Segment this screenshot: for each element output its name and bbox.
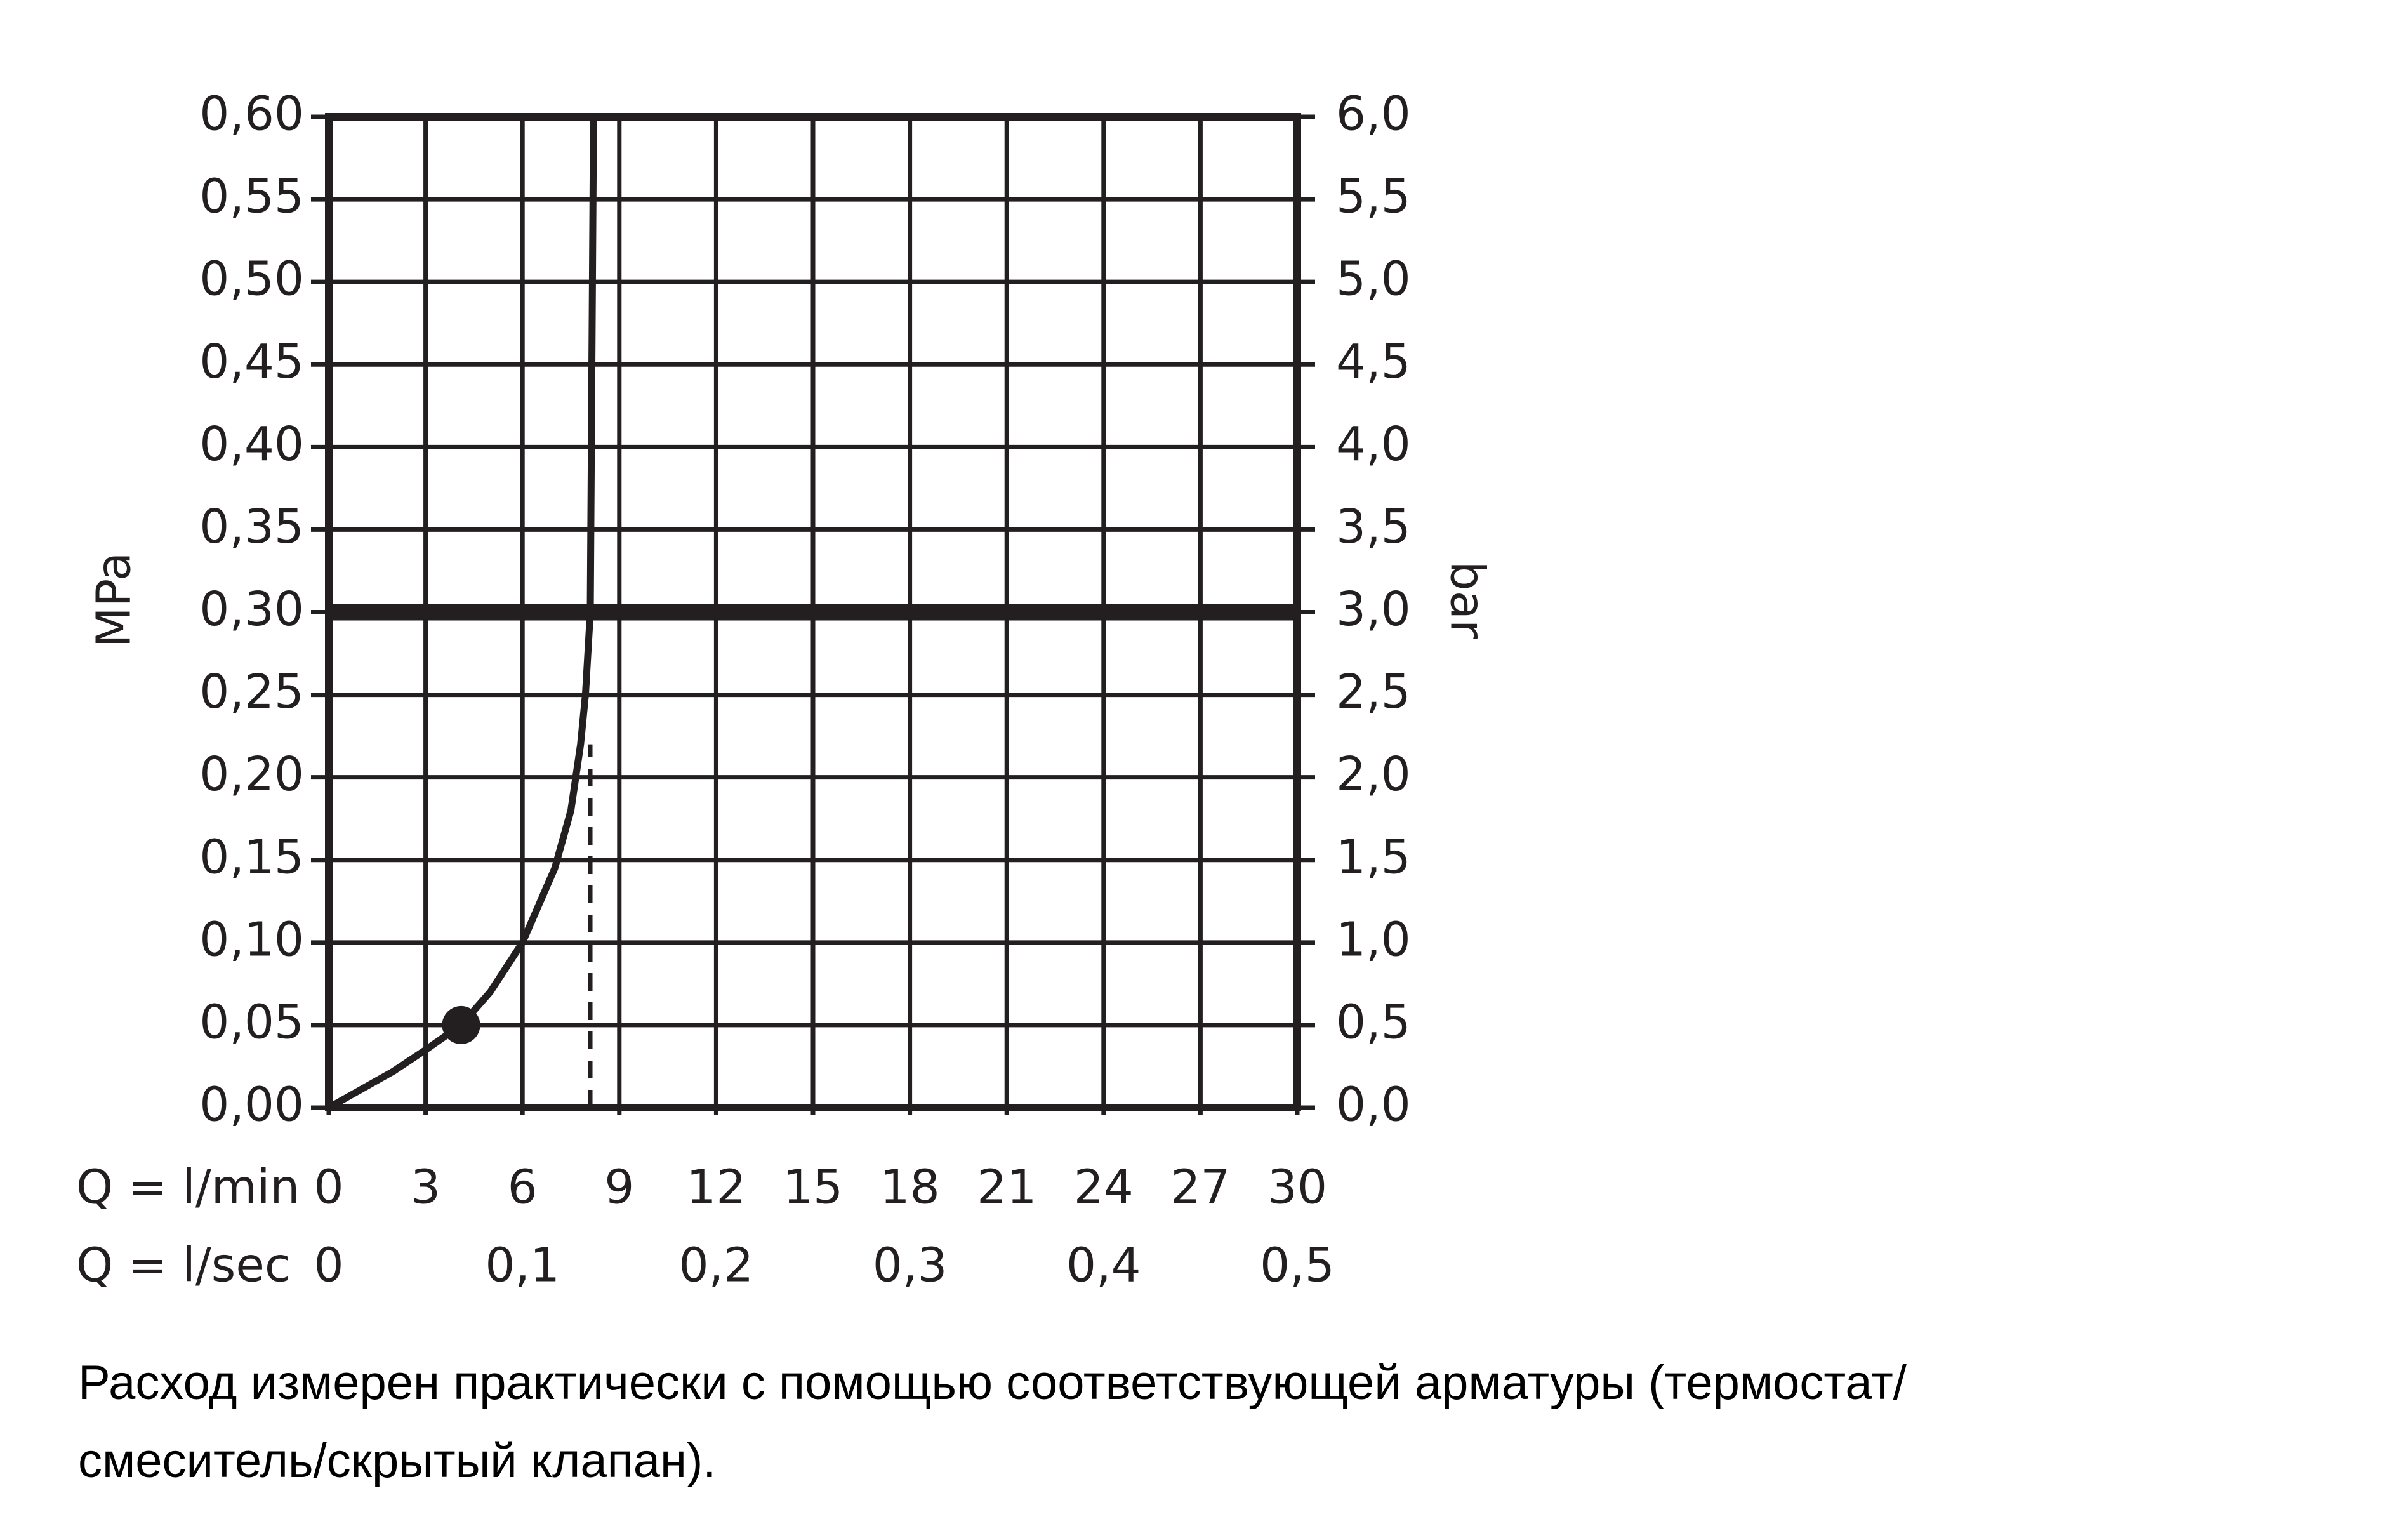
x2-tick-label: 0,2 [679, 1238, 754, 1293]
x-tick-label: 3 [411, 1160, 440, 1215]
x-tick-label: 18 [880, 1160, 940, 1215]
x-tick-label: 6 [508, 1160, 538, 1215]
x2-tick-label: 0 [314, 1238, 343, 1293]
x-tick-label: 30 [1267, 1160, 1327, 1215]
x2-tick-label: 0,1 [485, 1238, 560, 1293]
x-tick-label: 24 [1074, 1160, 1134, 1215]
y2-tick-label: 1,5 [1336, 830, 1411, 884]
y2-tick-label: 1,0 [1336, 912, 1411, 967]
y-tick-label: 0,35 [199, 500, 304, 554]
y2-tick-label: 3,0 [1336, 582, 1411, 637]
y2-tick-label: 5,5 [1336, 169, 1411, 224]
y2-axis-label: bar [1439, 561, 1494, 639]
y-tick-label: 0,30 [199, 582, 304, 637]
footnote: Расход измерен практически с помощью соо… [78, 1356, 1907, 1410]
y-tick-label: 0,15 [199, 830, 304, 884]
y2-tick-label: 0,5 [1336, 995, 1411, 1049]
x-axis-label: Q = l/min [76, 1160, 300, 1215]
y-tick-label: 0,45 [199, 335, 304, 389]
y2-tick-label: 2,0 [1336, 747, 1411, 802]
point-marker [442, 1005, 480, 1044]
x2-tick-label: 0,5 [1260, 1238, 1335, 1293]
y-axis-label: MPa [87, 552, 142, 648]
x2-tick-label: 0,3 [873, 1238, 948, 1293]
y-tick-label: 0,00 [199, 1078, 304, 1132]
x-tick-label: 15 [783, 1160, 843, 1215]
y-tick-label: 0,25 [199, 665, 304, 719]
x-tick-label: 12 [686, 1160, 746, 1215]
y2-tick-label: 3,5 [1336, 500, 1411, 554]
y2-tick-label: 4,5 [1336, 335, 1411, 389]
x-tick-label: 9 [604, 1160, 634, 1215]
y-tick-label: 0,55 [199, 169, 304, 224]
x-tick-label: 27 [1170, 1160, 1230, 1215]
y-tick-label: 0,50 [199, 252, 304, 307]
curve [327, 116, 597, 1111]
x-tick-label: 0 [314, 1160, 343, 1215]
y-tick-label: 0,40 [199, 417, 304, 472]
y2-tick-label: 6,0 [1336, 87, 1411, 142]
y-tick-label: 0,60 [199, 87, 304, 142]
y-tick-label: 0,20 [199, 747, 304, 802]
x-tick-label: 21 [977, 1160, 1036, 1215]
x2-axis-label: Q = l/sec [76, 1238, 291, 1293]
y2-tick-label: 0,0 [1336, 1078, 1411, 1132]
x2-tick-label: 0,4 [1066, 1238, 1141, 1293]
y-tick-label: 0,10 [199, 912, 304, 967]
y2-tick-label: 2,5 [1336, 665, 1411, 719]
footnote: смеситель/скрытый клапан). [78, 1434, 716, 1488]
y2-tick-label: 4,0 [1336, 417, 1411, 472]
y-tick-label: 0,05 [199, 995, 304, 1049]
y2-tick-label: 5,0 [1336, 252, 1411, 307]
